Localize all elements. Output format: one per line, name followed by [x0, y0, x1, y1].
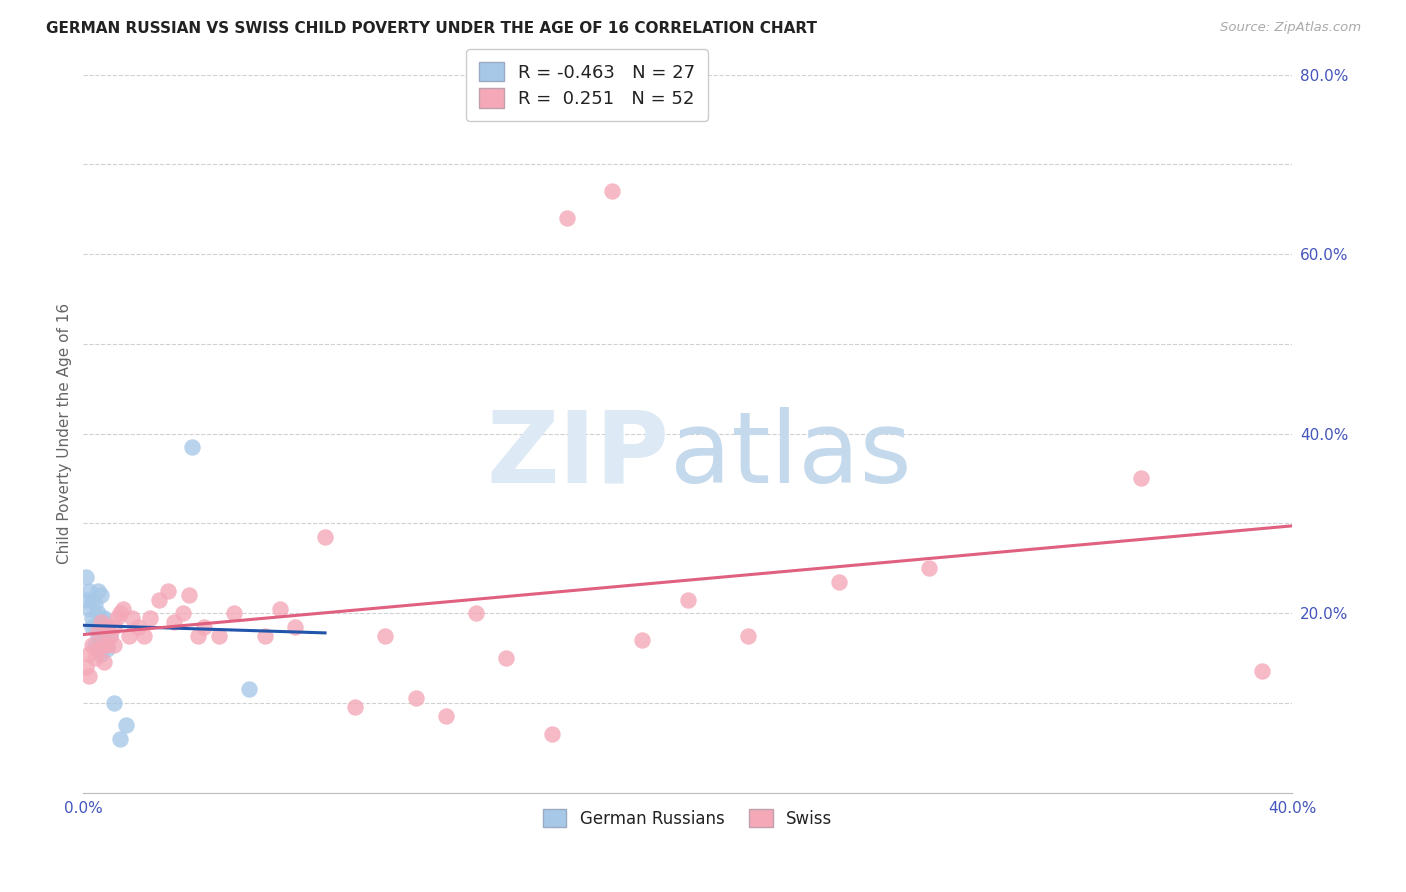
- Point: [79, 669, 101, 683]
- Point: [79, 601, 101, 615]
- Point: [87, 606, 110, 620]
- Point: [90, 647, 112, 661]
- Point: [103, 696, 125, 710]
- Point: [1129, 471, 1152, 485]
- Point: [156, 583, 179, 598]
- Point: [82, 619, 104, 633]
- Point: [90, 610, 112, 624]
- Point: [84, 619, 107, 633]
- Point: [434, 709, 457, 723]
- Point: [284, 619, 307, 633]
- Legend: German Russians, Swiss: German Russians, Swiss: [536, 803, 839, 835]
- Point: [75, 592, 97, 607]
- Point: [82, 610, 104, 624]
- Point: [93, 610, 115, 624]
- Point: [177, 588, 200, 602]
- Point: [600, 184, 623, 198]
- Point: [224, 606, 246, 620]
- Point: [82, 592, 104, 607]
- Point: [253, 629, 276, 643]
- Point: [555, 211, 578, 226]
- Point: [676, 592, 699, 607]
- Point: [193, 619, 215, 633]
- Text: atlas: atlas: [669, 407, 911, 504]
- Point: [84, 651, 107, 665]
- Point: [87, 624, 110, 638]
- Point: [87, 629, 110, 643]
- Point: [631, 633, 654, 648]
- Point: [1250, 665, 1272, 679]
- Point: [238, 682, 260, 697]
- Point: [75, 570, 97, 584]
- Point: [828, 574, 851, 589]
- Point: [79, 583, 101, 598]
- Point: [96, 619, 118, 633]
- Point: [172, 606, 194, 620]
- Point: [84, 638, 107, 652]
- Point: [918, 561, 941, 575]
- Point: [269, 601, 291, 615]
- Point: [103, 619, 125, 633]
- Point: [84, 597, 107, 611]
- Point: [495, 651, 517, 665]
- Point: [93, 629, 115, 643]
- Text: GERMAN RUSSIAN VS SWISS CHILD POVERTY UNDER THE AGE OF 16 CORRELATION CHART: GERMAN RUSSIAN VS SWISS CHILD POVERTY UN…: [46, 21, 817, 37]
- Point: [90, 588, 112, 602]
- Point: [87, 642, 110, 657]
- Point: [139, 610, 162, 624]
- Point: [100, 629, 122, 643]
- Text: ZIP: ZIP: [486, 407, 669, 504]
- Point: [79, 647, 101, 661]
- Point: [114, 718, 136, 732]
- Point: [87, 583, 110, 598]
- Point: [540, 727, 562, 741]
- Point: [208, 629, 231, 643]
- Point: [96, 619, 118, 633]
- Point: [737, 629, 759, 643]
- Point: [127, 619, 149, 633]
- Point: [103, 638, 125, 652]
- Point: [344, 700, 367, 714]
- Point: [121, 610, 143, 624]
- Point: [181, 440, 204, 454]
- Point: [90, 615, 112, 629]
- Point: [90, 629, 112, 643]
- Point: [163, 615, 186, 629]
- Point: [405, 691, 427, 706]
- Point: [93, 656, 115, 670]
- Point: [148, 592, 170, 607]
- Point: [96, 642, 118, 657]
- Point: [314, 530, 336, 544]
- Text: Source: ZipAtlas.com: Source: ZipAtlas.com: [1220, 21, 1361, 35]
- Point: [187, 629, 209, 643]
- Point: [93, 638, 115, 652]
- Point: [465, 606, 488, 620]
- Point: [108, 731, 131, 746]
- Point: [105, 610, 128, 624]
- Point: [82, 638, 104, 652]
- Point: [100, 629, 122, 643]
- Point: [132, 629, 155, 643]
- Point: [75, 660, 97, 674]
- Point: [96, 638, 118, 652]
- Point: [117, 629, 139, 643]
- Point: [374, 629, 396, 643]
- Point: [111, 601, 134, 615]
- Y-axis label: Child Poverty Under the Age of 16: Child Poverty Under the Age of 16: [58, 303, 72, 564]
- Point: [108, 606, 131, 620]
